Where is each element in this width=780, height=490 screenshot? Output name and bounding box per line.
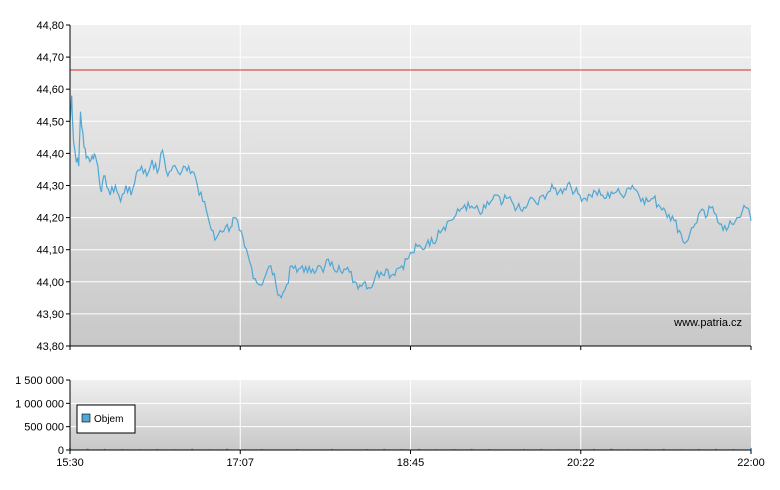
volume-bar [418, 448, 421, 450]
volume-bar [330, 448, 333, 450]
price-y-tick-labels: 44,80 44,70 44,60 44,50 44,40 44,30 44,20 44,10… [36, 20, 70, 353]
volume-y-tick-labels: 1 500 000 1 000 000 500 000 0 [15, 375, 70, 457]
volume-bar [592, 448, 595, 450]
x-tick-labels: 15:30 17:07 18:45 20:22 22:00 [56, 450, 765, 469]
price-y-tick-label: 44,80 [36, 20, 64, 32]
volume-y-tick-label: 0 [58, 445, 64, 457]
x-tick-label: 17:07 [226, 457, 254, 469]
volume-y-tick-label: 1 000 000 [15, 398, 64, 410]
volume-bar [470, 448, 473, 450]
price-y-tick-label: 44,10 [36, 245, 64, 257]
x-tick-label: 18:45 [397, 457, 425, 469]
volume-y-tick-label: 500 000 [24, 422, 64, 434]
price-y-tick-label: 44,70 [36, 52, 64, 64]
price-x-tick-marks [69, 346, 752, 350]
legend: Objem [76, 404, 136, 434]
price-y-tick-label: 43,90 [36, 309, 64, 321]
volume-y-tick-label: 1 500 000 [15, 375, 64, 387]
price-y-tick-label: 43,80 [36, 341, 64, 353]
price-y-tick-label: 44,20 [36, 213, 64, 225]
volume-bar [103, 448, 106, 450]
x-tick-label: 15:30 [56, 457, 84, 469]
price-y-tick-label: 44,00 [36, 277, 64, 289]
volume-bar [191, 448, 194, 450]
price-y-tick-label: 44,30 [36, 181, 64, 193]
volume-panel: 1 500 000 1 000 000 500 000 0 15:30 17:07 18:… [15, 375, 765, 469]
legend-label: Objem [94, 414, 123, 425]
volume-bar [610, 448, 613, 450]
volume-bar [226, 448, 229, 450]
volume-gridlines [70, 380, 751, 450]
x-tick-label: 20:22 [567, 457, 595, 469]
x-tick-label: 22:00 [737, 457, 765, 469]
price-series-line [69, 95, 752, 300]
watermark: www.patria.cz [673, 317, 742, 329]
price-y-tick-label: 44,60 [36, 84, 64, 96]
volume-bar [715, 448, 718, 450]
volume-bar [383, 448, 386, 450]
price-y-tick-label: 44,50 [36, 116, 64, 128]
price-gridlines [70, 25, 751, 346]
volume-bar [750, 447, 752, 450]
volume-bar [662, 448, 665, 450]
volume-bar [86, 448, 89, 450]
volume-bar [540, 448, 543, 450]
price-panel: 44,80 44,70 44,60 44,50 44,40 44,30 44,20 44,10… [36, 20, 752, 353]
legend-swatch [81, 413, 91, 423]
price-y-tick-label: 44,40 [36, 148, 64, 160]
